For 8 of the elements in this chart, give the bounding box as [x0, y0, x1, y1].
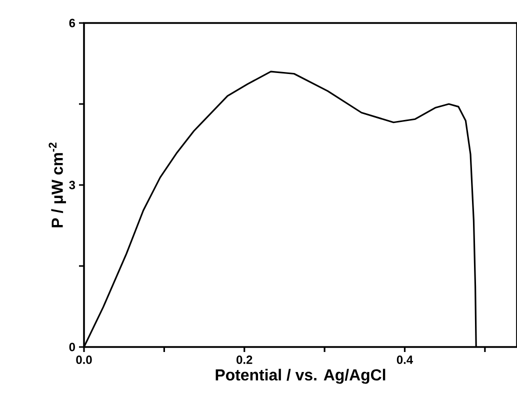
x-tick-label: 0.2	[236, 356, 252, 364]
y-tick-label: 3	[69, 180, 76, 190]
y-axis-title: P / μW cm$^{-2}$	[48, 142, 66, 228]
x-tick-label: 0.0	[76, 356, 92, 364]
x-tick-label: 0.4	[396, 356, 413, 364]
y-tick-label: 0	[69, 342, 75, 352]
x-axis-title: Potential / vs. Ag/AgCl	[216, 368, 386, 384]
y-tick-label: 6	[69, 18, 76, 28]
